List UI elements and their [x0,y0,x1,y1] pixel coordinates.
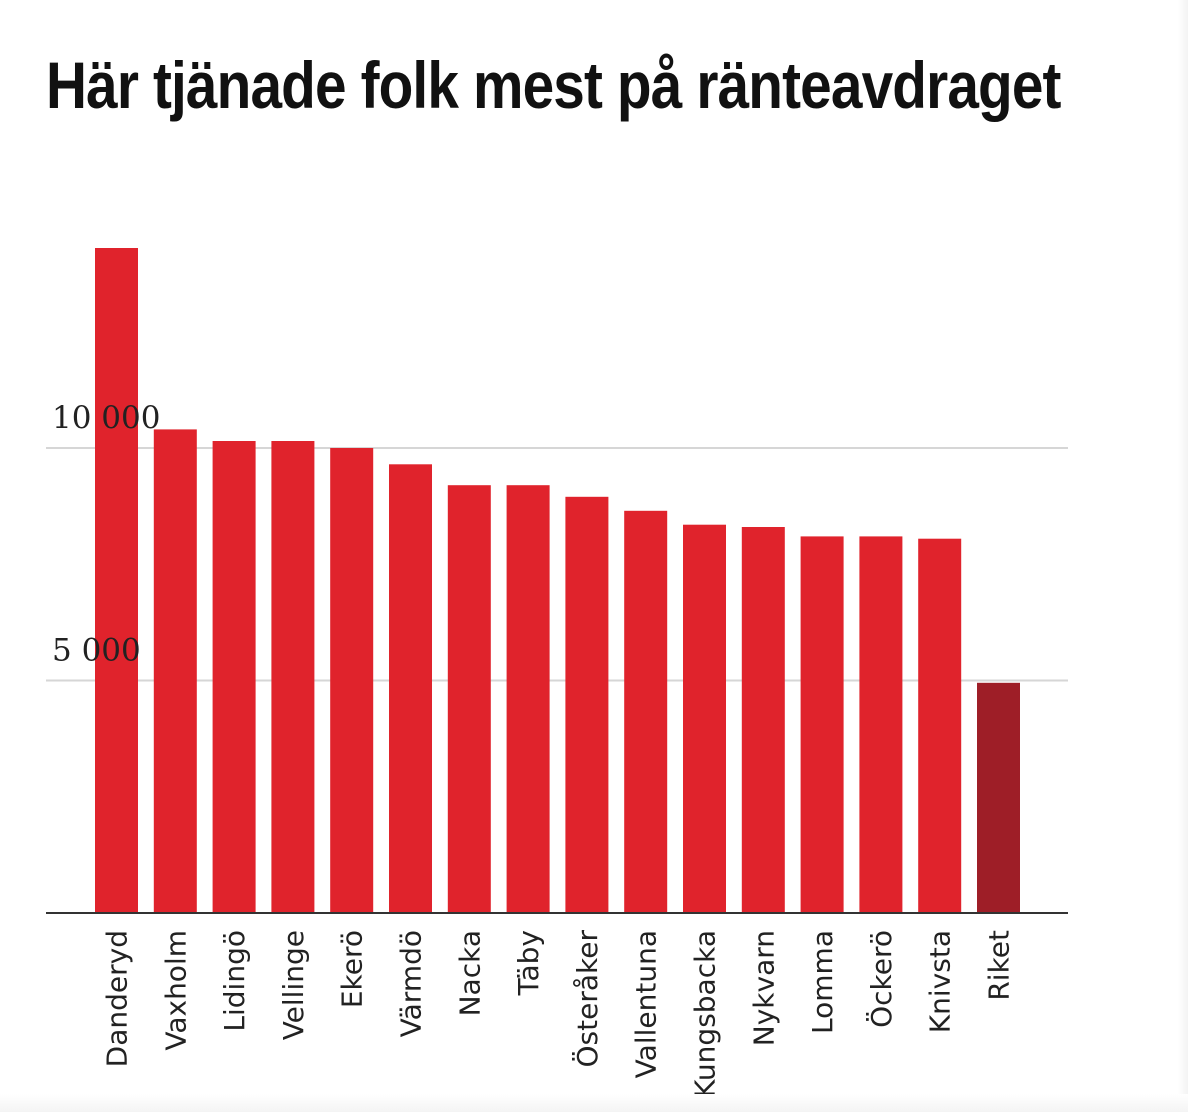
page-edge-shadow [1178,0,1188,1112]
category-label: Österåker [570,930,604,1068]
category-label: Danderyd [101,930,134,1067]
category-label: Vellinge [277,930,310,1040]
bar-vaxholm [153,429,197,913]
bar-kungsbacka [683,524,726,913]
bar-täby [506,485,550,913]
category-label: Lidingö [218,930,251,1032]
bar-knivsta [918,538,962,913]
bar-österåker [565,496,609,913]
bar-öckerö [859,536,903,913]
bar-riket [977,682,1020,913]
bar-nacka [447,485,491,913]
bar-lomma [800,536,844,913]
bar-vellinge [271,441,315,913]
category-label: Ekerö [336,930,369,1008]
category-label: Kungsbacka [689,930,722,1098]
category-label: Värmdö [395,930,428,1037]
category-label: Knivsta [924,930,957,1033]
gridlines [46,447,1068,682]
bar-danderyd [95,248,138,913]
y-tick-label: 10 000 [52,400,160,436]
bars [95,248,1020,913]
y-tick-label: 5 000 [52,633,141,669]
chart-title: Här tjänade folk mest på ränteavdraget [46,48,1061,122]
bar-ekerö [330,448,374,913]
bar-nykvarn [741,527,785,913]
bar-värmdö [389,464,432,913]
bar-lidingö [212,441,256,913]
category-label: Vaxholm [159,930,192,1051]
page-bottom-shadow [0,1094,1188,1112]
category-label: Vallentuna [630,930,663,1078]
category-labels: Danderyd Vaxholm Lidingö Vellinge Ekerö Värmd… [101,930,1016,1099]
category-label: Riket [983,930,1016,1001]
category-label: Nacka [453,930,486,1016]
category-label: Lomma [806,930,839,1034]
category-label: Öckerö [864,930,898,1028]
category-label: Täby [512,930,545,996]
category-label: Nykvarn [747,930,780,1046]
y-tick-labels: 5 000 10 000 [52,400,160,669]
bar-vallentuna [624,510,668,913]
